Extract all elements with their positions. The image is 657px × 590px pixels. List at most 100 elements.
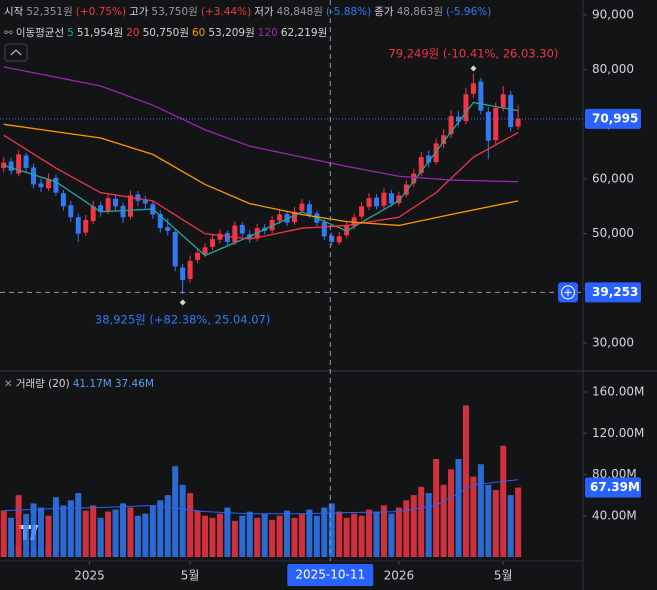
candle-body (8, 161, 14, 171)
volume-bar (216, 513, 223, 557)
volume-bar (224, 507, 231, 557)
candle-body (359, 206, 365, 217)
annotation-marker: ◆ (470, 63, 477, 72)
candle-body (60, 193, 66, 207)
y2-tick-label: 80.00M (592, 467, 637, 481)
volume-bar (433, 459, 440, 557)
volume-bar (187, 493, 194, 557)
candle-body (277, 214, 283, 221)
candle-body (493, 107, 499, 141)
volume-bar (202, 515, 209, 557)
volume-bar (30, 503, 37, 557)
candle-body (217, 233, 223, 240)
candle-body (239, 224, 245, 234)
volume-bar (246, 511, 253, 557)
candle-body (418, 157, 424, 173)
volume-bar (52, 497, 59, 557)
candle-body (306, 204, 312, 215)
candle-body (336, 236, 342, 243)
volume-bar (395, 507, 402, 557)
candle-body (463, 94, 469, 122)
candle-body (105, 198, 111, 212)
volume-bar (485, 484, 492, 557)
annotation-label: 79,249원 (-10.41%, 26.03.30) (388, 46, 558, 60)
volume-bar (254, 517, 261, 557)
crosshair-y-tag (585, 282, 641, 303)
volume-bar (313, 515, 320, 557)
volume-ma-value: 41.17M (72, 378, 112, 390)
volume-bar (425, 493, 432, 557)
x-tick-label: 5월 (494, 569, 513, 583)
y-tick-label: 80,000 (592, 62, 634, 76)
volume-bar (276, 515, 283, 557)
volume-bar (23, 513, 30, 557)
volume-bar (403, 500, 410, 557)
candle-body (53, 177, 59, 193)
candle-body (478, 81, 484, 111)
candle-body (172, 232, 178, 267)
ohlc-value: 48,848원 (276, 6, 323, 18)
candle-body (127, 195, 133, 217)
volume-bar (298, 513, 305, 557)
ohlc-change: (+0.75%) (75, 6, 127, 18)
y-tick-label: 60,000 (592, 171, 634, 185)
candle-body (515, 118, 521, 127)
candle-body (83, 219, 89, 233)
volume-bar (373, 511, 380, 557)
candle-body (23, 155, 29, 169)
ohlc-value: 48,863원 (396, 6, 443, 18)
moving-average (3, 123, 519, 227)
candle-body (157, 213, 163, 229)
candle-body (470, 83, 476, 94)
volume-legend: ✕ 거래량 (20) 41.17M 37.46M (4, 378, 154, 390)
crosshair-x-tag (287, 564, 374, 586)
candle-body (142, 199, 148, 204)
ma-period: 5 (67, 27, 74, 39)
x-tick-label: 2025 (74, 569, 105, 583)
volume-bar (127, 507, 134, 557)
volume-bar (306, 509, 313, 557)
ohlc-change: (-5.88%) (325, 6, 372, 18)
volume-bar (239, 515, 246, 557)
candle-body (366, 198, 372, 207)
x-tick-label: 5월 (181, 569, 200, 583)
candle-body (232, 225, 238, 243)
candle-body (180, 267, 186, 281)
volume-bar (418, 486, 425, 557)
ma-value: 62,219원 (280, 27, 328, 39)
candle-body (396, 195, 402, 204)
collapse-icon (10, 49, 22, 56)
collapse-box[interactable] (4, 43, 28, 62)
ohlc-label: 저가 (254, 6, 274, 18)
collapse-button[interactable] (4, 43, 28, 62)
volume-bar (492, 489, 499, 557)
ohlc-legend: 시작 52,351원 (+0.75%) 고가 53,750원 (+3.44%) 저가 48,8… (4, 4, 494, 19)
volume-bar (440, 484, 447, 557)
volume-bar (90, 505, 97, 557)
ohlc-label: 고가 (129, 6, 149, 18)
volume-bar (142, 513, 149, 557)
volume-bar (0, 510, 7, 557)
candle-body (38, 183, 44, 188)
candle-body (508, 94, 514, 128)
volume-bar (462, 405, 469, 557)
ohlc-change: (+3.44%) (200, 6, 252, 18)
ohlc-value: 53,750원 (151, 6, 198, 18)
candle-body (16, 154, 22, 174)
candle-body (187, 260, 193, 280)
candle-body (448, 116, 454, 135)
volume-bar (500, 445, 507, 557)
volume-bar (351, 513, 358, 557)
candle-body (403, 184, 409, 195)
ma-value: 51,954원 (76, 27, 124, 39)
volume-bar (38, 507, 45, 557)
volume-bar (75, 493, 82, 557)
ohlc-label: 시작 (4, 6, 24, 18)
candle-body (209, 239, 215, 247)
crosshair-add-button[interactable] (558, 282, 578, 303)
volume-bar (157, 500, 164, 557)
last-volume-tag (585, 477, 641, 498)
moving-average (3, 66, 519, 183)
candle-body (195, 252, 201, 260)
candle-body (411, 173, 417, 184)
